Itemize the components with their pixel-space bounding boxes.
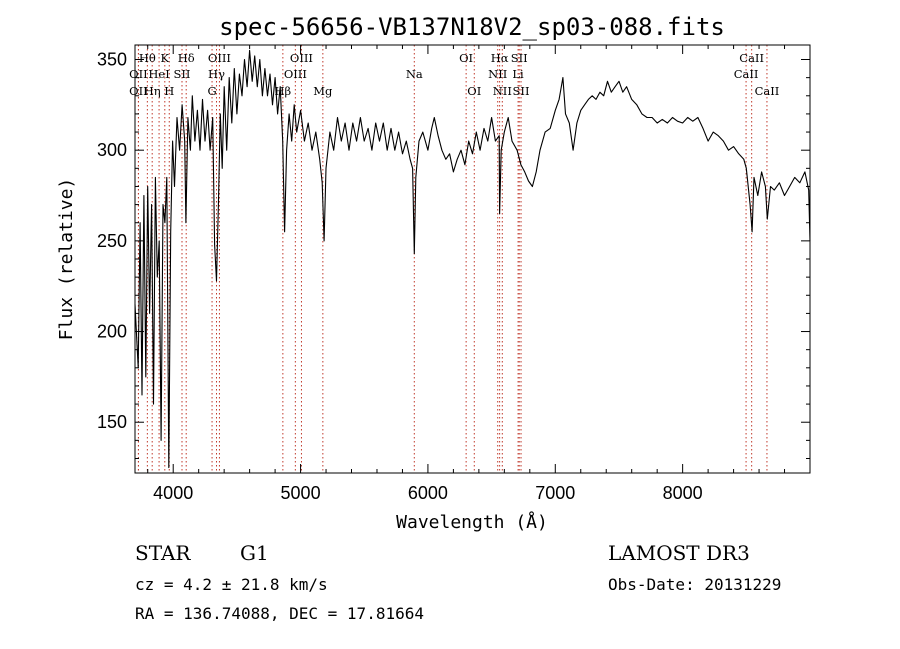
x-tick-label: 4000 [153,483,193,503]
line-marker-label: HeI [148,67,169,81]
y-tick-label: 300 [97,140,127,160]
survey-label: LAMOST DR3 [608,541,750,565]
line-marker-label: Na [406,67,423,81]
line-marker-label: Mg [313,84,333,98]
line-marker-label: SII [513,84,530,98]
line-marker-label: OIII [284,67,307,81]
y-tick-label: 350 [97,50,127,70]
chart-title: spec-56656-VB137N18V2_sp03-088.fits [219,13,725,41]
line-marker-label: Hγ [208,67,225,81]
line-marker-label: Hδ [178,51,195,65]
x-tick-label: 7000 [535,483,575,503]
line-marker-label: CaII [739,51,764,65]
x-tick-label: 8000 [663,483,703,503]
y-axis: 150 200 250 300 350 [97,50,810,459]
line-marker-label: Hα [491,51,509,65]
line-marker-label: K [161,51,170,65]
line-marker-label: CaII [755,84,780,98]
object-subclass-label: G1 [240,541,269,565]
y-tick-label: 250 [97,231,127,251]
line-marker-label: Hη [144,84,161,98]
y-axis-label: Flux (relative) [56,178,77,341]
line-marker-label: OI [459,51,473,65]
line-marker-label: OIII [208,51,231,65]
line-marker-label: SII [174,67,191,81]
line-marker-label: OII [129,67,148,81]
obs-date-label: Obs-Date: 20131229 [608,575,781,594]
y-tick-label: 150 [97,412,127,432]
line-marker-layer [137,45,768,473]
series-layer [134,49,811,469]
line-marker-label: H [164,84,174,98]
redshift-label: cz = 4.2 ± 21.8 km/s [135,575,328,594]
line-marker-label: OII [129,84,148,98]
line-marker-label: Li [512,67,524,81]
line-marker-label: Hθ [139,51,156,65]
line-marker-label: G [207,84,216,98]
spectrum-line [134,49,811,469]
x-axis-label: Wavelength (Å) [396,511,548,533]
object-class-label: STAR [135,541,191,565]
line-marker-label: Hβ [275,84,292,98]
x-tick-label: 6000 [408,483,448,503]
line-marker-label: NII [493,84,512,98]
y-tick-label: 200 [97,322,127,342]
coordinates-label: RA = 136.74088, DEC = 17.81664 [135,604,424,623]
line-marker-label: OI [467,84,481,98]
x-axis: 4000 5000 6000 7000 8000 [147,45,786,503]
line-marker-label: OIII [290,51,313,65]
line-marker-label: NII [488,67,507,81]
line-marker-label: SII [511,51,528,65]
x-tick-label: 5000 [281,483,321,503]
line-marker-label: CaII [734,67,759,81]
